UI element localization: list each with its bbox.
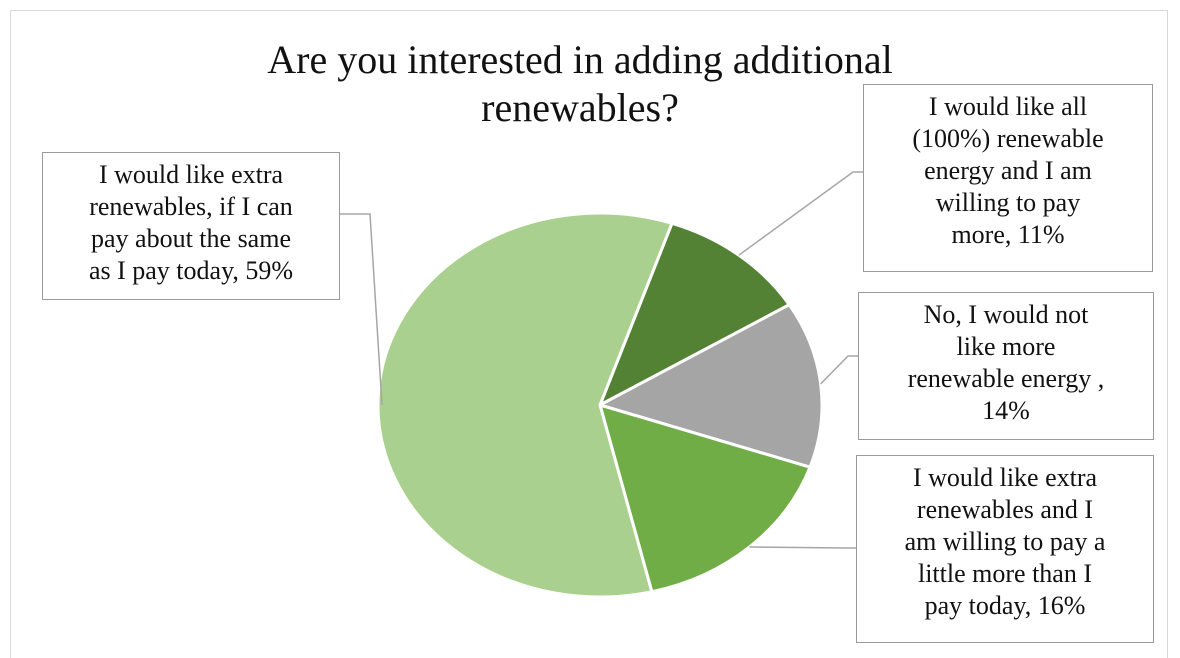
data-label-slice-0: I would like extra renewables, if I can … [42,152,340,300]
data-label-slice-3: I would like extra renewables and I am w… [856,455,1154,643]
chart-title: Are you interested in adding additional … [267,37,893,130]
data-label-slice-1: I would like all (100%) renewable energy… [863,84,1153,272]
pie-slice-3 [597,402,813,594]
leader-line-3 [749,546,856,549]
pie-slice-0 [376,211,674,599]
data-label-slice-2: No, I would not like more renewable ener… [858,292,1154,440]
leader-line-1 [738,171,863,256]
pie-slice-1 [597,221,792,409]
pie-slices [376,211,824,599]
chart-area [10,10,1168,658]
leader-lines [340,171,863,549]
leader-line-0 [340,213,383,406]
leader-line-2 [820,355,858,385]
